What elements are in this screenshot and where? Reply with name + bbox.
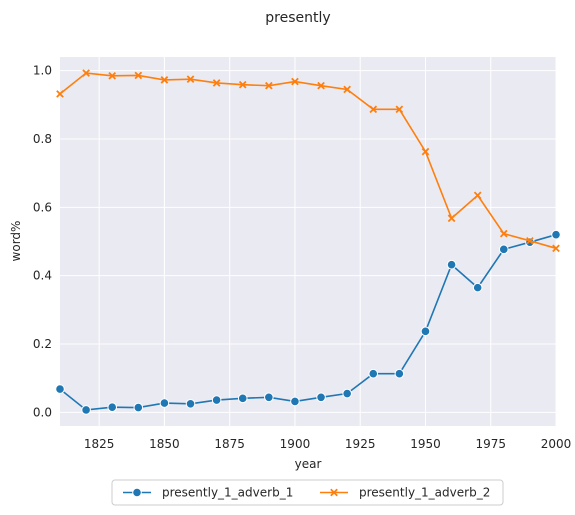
legend-box	[111, 479, 504, 506]
y-tick-label: 1.0	[33, 64, 52, 78]
marker-stroke	[317, 81, 325, 90]
data-point	[186, 75, 195, 84]
x-tick-label: 1900	[280, 437, 311, 451]
data-point	[108, 71, 117, 80]
data-point	[473, 191, 482, 200]
x-tick-label: 1925	[345, 437, 376, 451]
data-point	[368, 368, 379, 379]
data-point	[56, 90, 64, 98]
legend: presently_1_adverb_1 presently_1_adverb_2	[111, 479, 504, 506]
legend-label: presently_1_adverb_2	[359, 486, 490, 500]
data-point	[526, 236, 534, 245]
data-point	[265, 81, 273, 90]
marker-stroke	[212, 79, 221, 87]
marker-stroke	[369, 105, 378, 114]
marker-stroke	[421, 147, 430, 156]
data-point	[55, 384, 65, 394]
y-tick-label: 0.0	[33, 405, 52, 419]
data-point	[343, 85, 351, 94]
data-point	[447, 214, 456, 223]
data-point	[107, 402, 118, 413]
data-point	[134, 71, 143, 80]
data-point	[421, 147, 430, 156]
marker-stroke	[526, 236, 534, 245]
x-tick-label: 1825	[84, 437, 115, 451]
marker-stroke	[499, 229, 508, 238]
series-layer	[55, 69, 561, 415]
data-point	[133, 402, 144, 413]
x-axis: 1825 1850 1875 1900 1925 1950 1975 2000	[84, 437, 571, 451]
marker-stroke	[291, 77, 299, 86]
data-point	[552, 244, 560, 253]
marker-stroke	[473, 191, 482, 200]
data-point	[420, 326, 431, 337]
legend-item: presently_1_adverb_2	[320, 486, 490, 500]
x-tick-label: 1850	[149, 437, 180, 451]
data-point	[317, 81, 325, 90]
data-point	[342, 388, 352, 399]
y-tick-label: 0.6	[33, 200, 52, 214]
data-point	[499, 229, 508, 238]
data-point	[394, 368, 405, 379]
marker-stroke	[82, 69, 90, 77]
data-point	[290, 396, 300, 407]
y-axis-label: word%	[9, 221, 23, 262]
marker-stroke	[330, 488, 338, 497]
x-tick-label: 1975	[475, 437, 506, 451]
data-point	[185, 398, 196, 409]
marker-stroke	[134, 71, 143, 80]
x-tick-label: 1875	[214, 437, 245, 451]
data-point	[159, 398, 170, 408]
marker-stroke	[160, 76, 169, 84]
data-point	[316, 392, 326, 403]
marker-stroke	[186, 75, 195, 84]
series-line	[59, 72, 557, 250]
data-point	[211, 395, 222, 405]
data-point	[369, 105, 378, 114]
marker-stroke	[447, 214, 456, 223]
legend-label: presently_1_adverb_1	[162, 486, 293, 500]
y-tick-label: 0.8	[33, 132, 52, 146]
data-point	[238, 80, 247, 89]
data-point	[551, 229, 561, 240]
data-point	[264, 392, 274, 403]
data-point	[395, 105, 404, 114]
data-point	[498, 244, 509, 255]
data-point	[237, 393, 248, 404]
series-1	[55, 229, 561, 415]
series-2	[56, 69, 560, 253]
data-point	[212, 79, 221, 87]
grid	[60, 57, 557, 426]
marker-stroke	[56, 90, 64, 98]
data-point	[472, 282, 483, 293]
data-point	[160, 76, 169, 84]
marker-stroke	[108, 71, 117, 80]
data-point	[446, 259, 457, 270]
data-point	[81, 405, 91, 415]
data-point	[291, 77, 299, 86]
marker-stroke	[552, 244, 560, 253]
plot-area	[60, 57, 556, 426]
legend-item: presently_1_adverb_1	[123, 486, 293, 500]
data-point	[82, 69, 90, 77]
legend-marker	[330, 488, 338, 497]
y-tick-label: 0.4	[33, 269, 52, 283]
marker-stroke	[395, 105, 404, 114]
x-tick-label: 1950	[410, 437, 441, 451]
marker-stroke	[265, 81, 273, 90]
y-tick-label: 0.2	[33, 337, 52, 351]
y-axis: 0.0 0.2 0.4 0.6 0.8 1.0	[33, 64, 52, 420]
legend-marker	[132, 487, 142, 498]
marker-stroke	[238, 80, 247, 89]
x-axis-label: year	[295, 457, 322, 471]
x-tick-label: 2000	[541, 437, 572, 451]
chart-title: presently	[265, 10, 330, 26]
marker-stroke	[343, 85, 351, 94]
